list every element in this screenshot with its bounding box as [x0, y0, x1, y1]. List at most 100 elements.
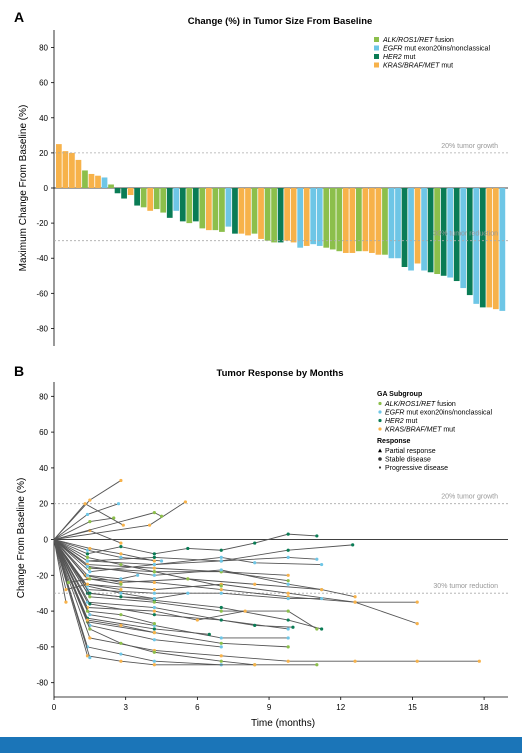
- panel-a-bar: [362, 188, 369, 252]
- panel-b-series-point: [119, 595, 123, 599]
- panel-a-bar: [219, 188, 225, 232]
- panel-b-series-point: [186, 591, 190, 595]
- panel-a-legend-swatch: [374, 54, 379, 59]
- panel-a-bar: [434, 188, 440, 275]
- panel-b-series-point: [415, 600, 419, 604]
- panel-b-legend-item: KRAS/BRAF/MET mut: [385, 427, 455, 434]
- panel-b-series-point: [119, 588, 123, 592]
- panel-b-y-tick-label: -60: [36, 643, 48, 652]
- panel-b-legend-item: ALK/ROS1/RET fusion: [384, 401, 456, 408]
- panel-b-series-point: [88, 627, 92, 631]
- panel-a-bar: [492, 188, 499, 310]
- panel-b-series-point: [219, 591, 223, 595]
- panel-b-response-legend-item: Stable disease: [385, 457, 431, 464]
- panel-b-series-point: [152, 552, 156, 556]
- panel-b-legend-item-text: mut: [441, 427, 455, 434]
- panel-b-series-line: [53, 539, 322, 566]
- panel-b-series-point: [136, 573, 140, 577]
- panel-a-bar: [127, 188, 134, 196]
- panel-b-series-point: [116, 502, 121, 506]
- panel-b-series-point: [315, 557, 319, 561]
- panel-b-legend-item-text: mut: [404, 418, 418, 425]
- panel-b-series-point: [64, 600, 68, 604]
- panel-b-series-point: [286, 579, 290, 583]
- panel-b-y-tick-label: -40: [36, 607, 48, 616]
- panel-b-legend-item-text: fusion: [435, 401, 456, 408]
- panel-b-series-point: [186, 546, 190, 551]
- panel-a-y-tick-label: 80: [39, 44, 48, 53]
- panel-a-bar: [153, 188, 160, 210]
- panel-b-series-point: [219, 636, 223, 640]
- panel-a-bar: [251, 188, 258, 234]
- panel-b-legend-item: HER2 mut: [385, 418, 417, 425]
- panel-a-bar: [108, 184, 114, 188]
- panel-b-series-point: [219, 641, 223, 645]
- panel-b-series-point: [152, 588, 156, 592]
- panel-b-series-point: [85, 548, 90, 552]
- panel-a-legend-swatch: [374, 62, 379, 68]
- panel-b-x-axis-label: Time (months): [251, 718, 315, 729]
- panel-a-bar: [147, 188, 154, 211]
- panel-a-bar: [316, 188, 323, 246]
- panel-b-series-point: [219, 588, 223, 592]
- panel-a-bar: [479, 188, 486, 308]
- panel-b-response-legend-item: Partial response: [385, 448, 436, 455]
- panel-b-series-point: [119, 582, 123, 586]
- panel-b-x-tick-label: 9: [267, 703, 272, 712]
- panel-a-bar: [310, 188, 317, 245]
- panel-b-series-point: [286, 573, 290, 577]
- panel-a-bar: [140, 188, 147, 208]
- panel-b-series-point: [119, 562, 123, 567]
- panel-b-x-tick-label: 0: [52, 703, 57, 712]
- panel-b-series-point: [219, 654, 223, 658]
- panel-b-series-point: [88, 656, 92, 660]
- panel-b-series-point: [152, 511, 156, 515]
- panel-b-series-point: [152, 622, 156, 626]
- panel-a-bar: [382, 188, 388, 255]
- panel-a-y-tick-label: 20: [39, 149, 48, 158]
- panel-a-legend-item-italic: EGFR: [383, 46, 402, 53]
- panel-b-series-point: [286, 555, 290, 559]
- panel-a-bar: [88, 173, 95, 188]
- panel-a-bar: [375, 188, 382, 255]
- panel-a-legend-item: EGFR mut exon20ins/nonclassical: [383, 46, 490, 53]
- panel-b-series-point: [415, 622, 419, 626]
- panel-b-series-point: [112, 516, 116, 520]
- panel-b-series-point: [351, 543, 355, 547]
- panel-b-series-line: [53, 539, 138, 580]
- panel-b-series-point: [253, 561, 257, 565]
- panel-b-legend-item-italic: KRAS/BRAF/MET: [385, 427, 442, 434]
- panel-a-bar: [297, 188, 304, 248]
- panel-b-series-point: [85, 512, 90, 517]
- panel-b-series-point: [119, 478, 123, 483]
- panel-a-bar: [121, 188, 127, 199]
- panel-b-series-line: [53, 539, 155, 634]
- panel-b-series-point: [64, 588, 68, 592]
- panel-b-series-point: [152, 650, 156, 654]
- panel-b-series-line: [53, 539, 121, 585]
- panel-b-series-point: [195, 618, 199, 622]
- panel-a-legend-item-italic: ALK/ROS1/RET: [382, 37, 434, 44]
- panel-a-bar: [199, 188, 206, 229]
- panel-b-series-point: [119, 541, 123, 545]
- panel-b-series-point: [152, 659, 156, 663]
- panel-a-bar: [369, 188, 375, 253]
- panel-a-bar: [134, 188, 140, 206]
- panel-a-bar: [290, 188, 297, 243]
- panel-b-series-point: [219, 584, 223, 588]
- panel-a-y-axis-label: Maximum Change From Baseline (%): [18, 105, 29, 272]
- panel-b-y-axis-label: Change From Baseline (%): [16, 478, 27, 599]
- panel-b-legend-swatch: [378, 401, 382, 406]
- panel-b-legend-item: EGFR mut exon20ins/nonclassical: [385, 410, 492, 417]
- panel-b-series-point: [253, 623, 257, 628]
- panel-b-x-tick-label: 3: [123, 703, 128, 712]
- panel-b-legend-circle-icon: [378, 457, 382, 461]
- panel-a-bar: [186, 188, 193, 224]
- panel-b-series-point: [83, 502, 87, 506]
- panel-a-bar: [388, 188, 395, 259]
- panel-a-bar: [82, 170, 88, 188]
- panel-b-series-point: [88, 546, 92, 551]
- panel-b-series-line: [53, 539, 91, 658]
- panel-b-series-point: [88, 636, 92, 640]
- panel-a-bar: [427, 188, 434, 273]
